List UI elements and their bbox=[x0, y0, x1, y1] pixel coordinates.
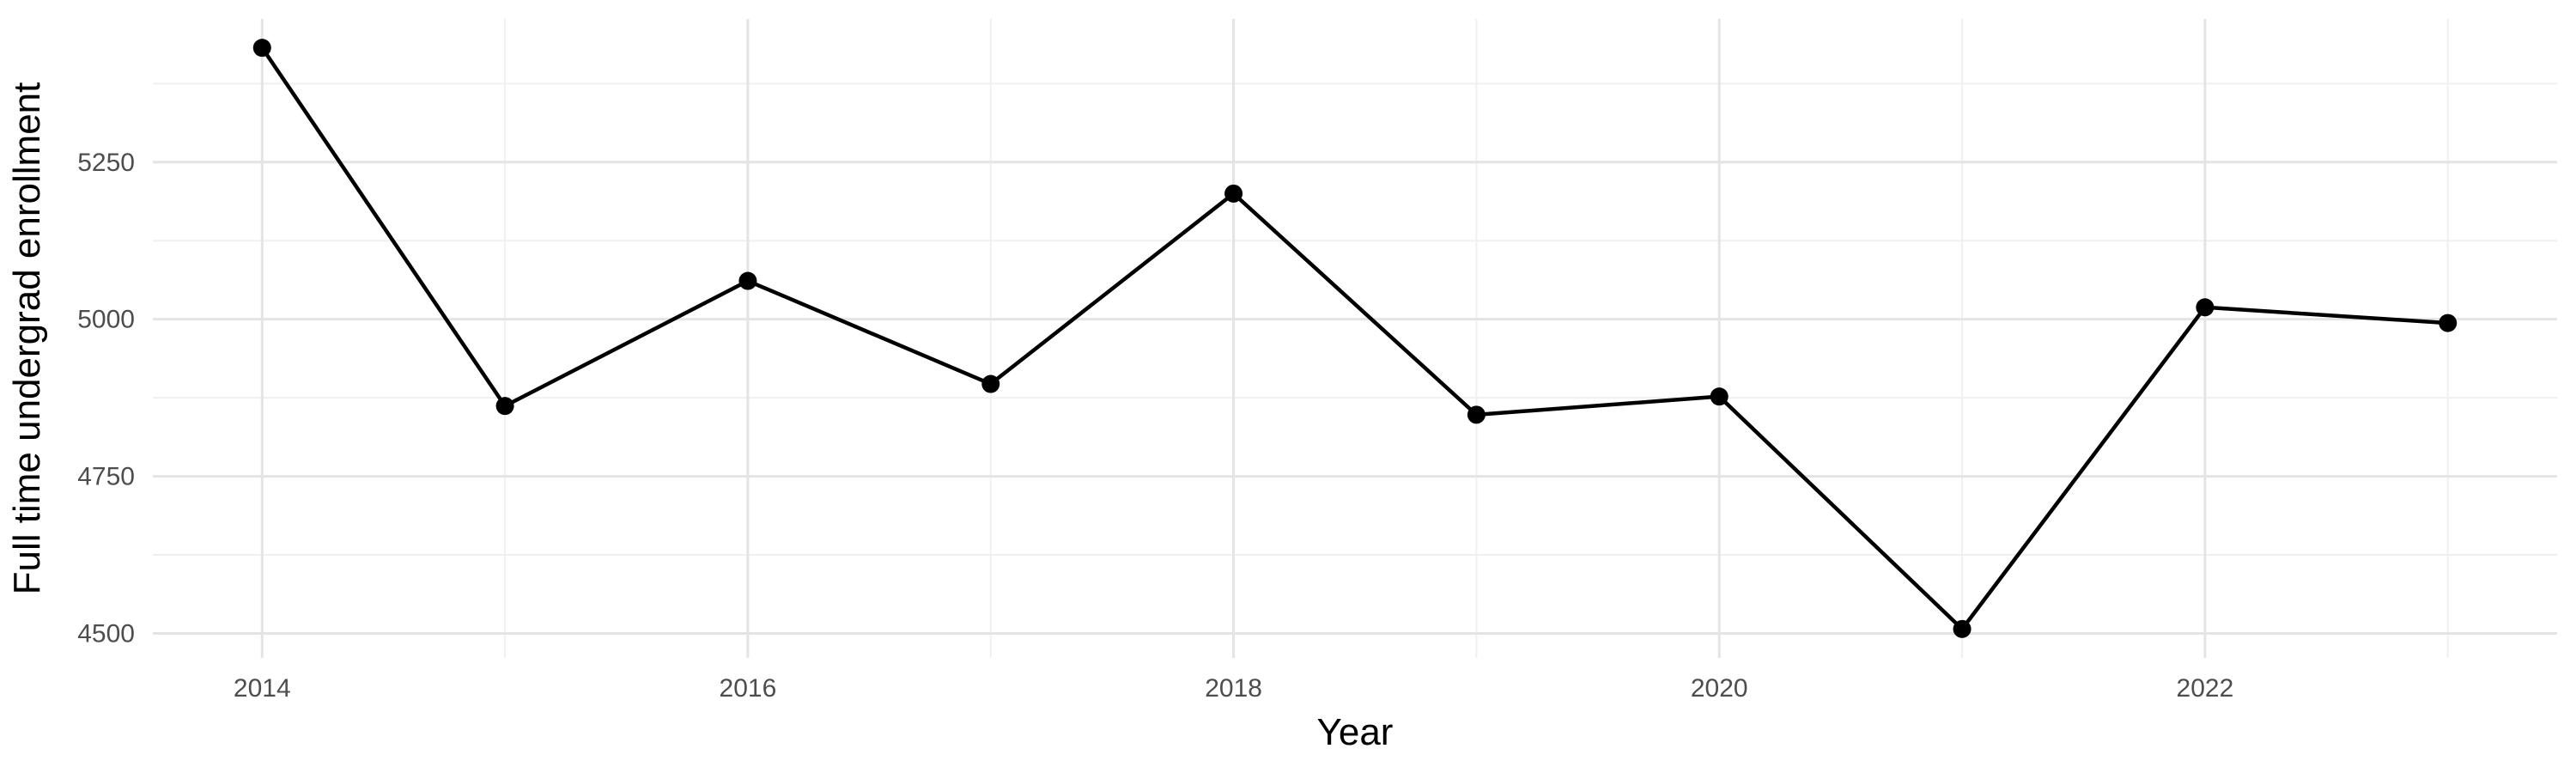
data-point-marker bbox=[252, 39, 271, 58]
y-tick-label: 4750 bbox=[77, 463, 135, 491]
y-axis-tick-labels: 4500 4750 5000 5250 bbox=[77, 149, 135, 648]
data-point-marker bbox=[1467, 405, 1485, 424]
x-tick-label: 2016 bbox=[720, 674, 777, 703]
y-axis-title: Full time undergrad enrollment bbox=[6, 82, 48, 595]
data-point-marker bbox=[738, 271, 757, 290]
data-point-marker bbox=[2196, 298, 2215, 317]
data-series-layer bbox=[252, 39, 2458, 638]
major-gridlines bbox=[153, 19, 2557, 658]
minor-gridlines bbox=[153, 19, 2557, 658]
data-point-marker bbox=[495, 397, 514, 416]
data-point-marker bbox=[981, 374, 1000, 393]
y-tick-label: 4500 bbox=[77, 619, 135, 648]
x-axis-title: Year bbox=[1317, 711, 1394, 753]
y-tick-label: 5000 bbox=[77, 306, 135, 334]
enrollment-trend-line bbox=[260, 46, 2450, 631]
y-tick-label: 5250 bbox=[77, 149, 135, 177]
x-tick-label: 2022 bbox=[2177, 674, 2234, 703]
data-point-marker bbox=[1710, 387, 1728, 406]
data-point-marker bbox=[2439, 313, 2458, 332]
data-point-marker bbox=[1224, 184, 1243, 203]
x-tick-label: 2014 bbox=[234, 674, 291, 703]
x-tick-label: 2020 bbox=[1691, 674, 1748, 703]
data-point-marker bbox=[1953, 619, 1971, 638]
x-tick-label: 2018 bbox=[1205, 674, 1262, 703]
x-axis-tick-labels: 2014 2016 2018 2020 2022 bbox=[234, 674, 2233, 703]
